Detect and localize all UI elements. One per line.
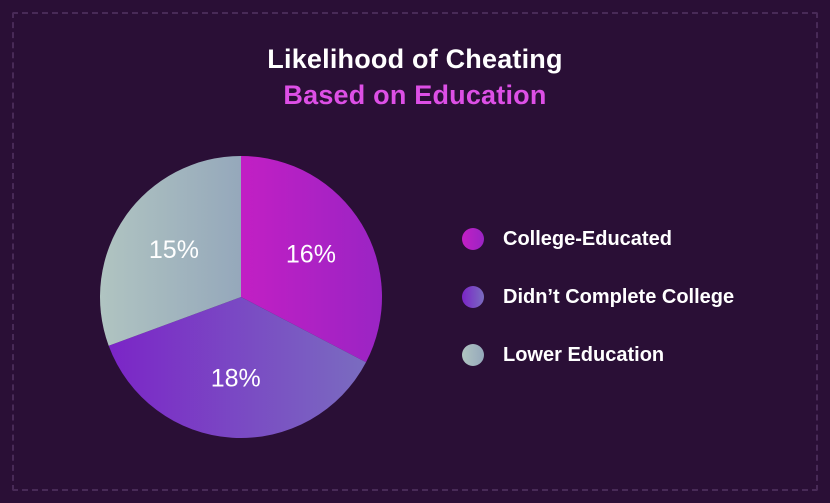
legend-swatch-college-educated <box>462 228 484 250</box>
dashed-border <box>12 12 818 491</box>
slice-label-college-educated: 16% <box>286 241 336 269</box>
chart-title: Likelihood of Cheating <box>267 44 563 74</box>
slice-label-lower-education: 15% <box>149 236 199 264</box>
pie-slice-lower-education <box>99 156 241 346</box>
legend-swatch-didn-t-complete-college <box>462 286 484 308</box>
legend-label: Lower Education <box>503 343 665 366</box>
legend-label: Didn’t Complete College <box>503 285 735 308</box>
pie-slice-didn-t-complete-college <box>108 297 367 438</box>
legend-item-college-educated: College-Educated <box>462 224 734 254</box>
pie-slice-college-educated <box>241 156 382 363</box>
legend-item-didn-t-complete-college: Didn’t Complete College <box>462 282 734 312</box>
legend-item-lower-education: Lower Education <box>462 340 734 370</box>
legend-label: College-Educated <box>503 227 672 250</box>
chart-subtitle: Based on Education <box>283 80 547 110</box>
legend-swatch-lower-education <box>462 344 484 366</box>
slice-label-didn-t-complete-college: 18% <box>211 365 261 393</box>
legend: College-Educated Didn’t Complete College L… <box>462 224 734 398</box>
